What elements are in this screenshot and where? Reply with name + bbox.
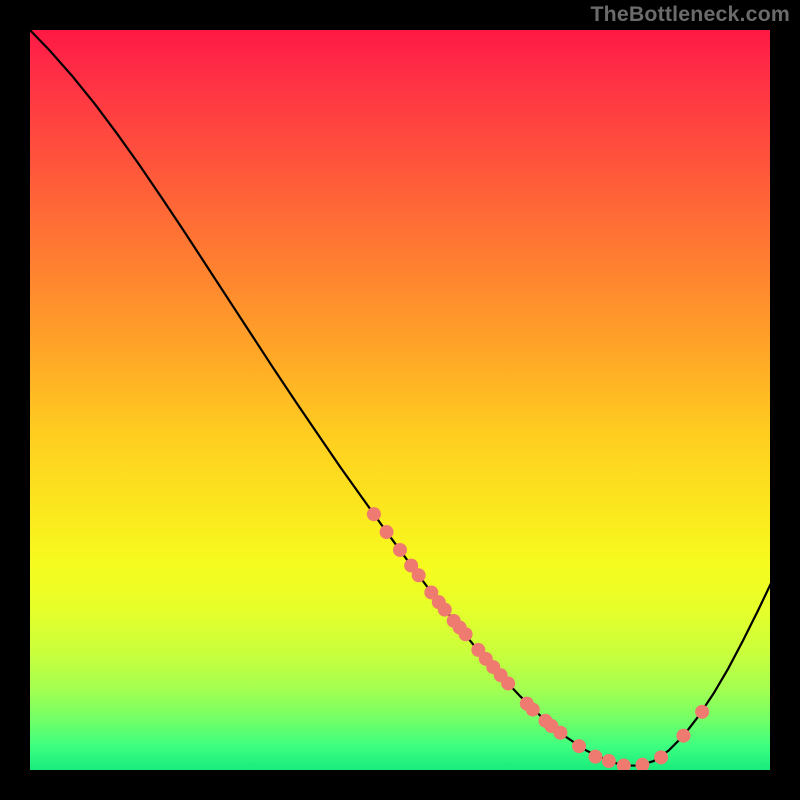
data-point bbox=[573, 740, 586, 753]
data-point bbox=[696, 705, 709, 718]
data-point bbox=[602, 755, 615, 768]
data-point bbox=[459, 628, 472, 641]
data-point bbox=[367, 508, 380, 521]
data-point bbox=[589, 750, 602, 763]
data-point bbox=[655, 751, 668, 764]
chart-svg bbox=[27, 27, 773, 773]
data-point bbox=[380, 526, 393, 539]
watermark-text: TheBottleneck.com bbox=[590, 2, 790, 27]
data-point bbox=[502, 677, 515, 690]
data-point bbox=[636, 758, 649, 771]
gradient-background bbox=[27, 27, 773, 773]
data-point bbox=[394, 543, 407, 556]
plot-area bbox=[27, 27, 773, 773]
data-point bbox=[677, 729, 690, 742]
data-point bbox=[526, 703, 539, 716]
data-point bbox=[438, 603, 451, 616]
data-point bbox=[412, 569, 425, 582]
data-point bbox=[554, 726, 567, 739]
figure-root: TheBottleneck.com bbox=[0, 0, 800, 800]
plot-inner bbox=[27, 27, 773, 773]
